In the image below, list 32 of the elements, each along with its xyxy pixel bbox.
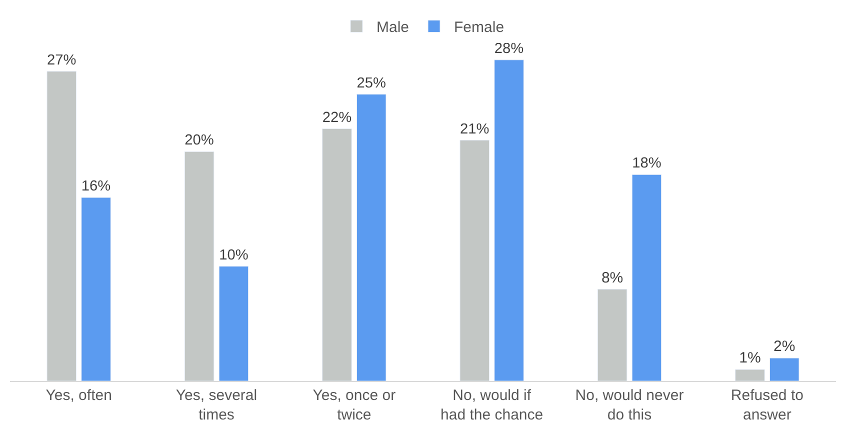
legend-label: Male xyxy=(376,19,410,36)
x-tick-label: No, would never do this xyxy=(575,387,684,424)
bar xyxy=(218,266,249,381)
data-label: 16% xyxy=(81,178,111,195)
data-label: 1% xyxy=(739,350,761,367)
bar xyxy=(322,128,352,381)
data-label: 22% xyxy=(322,110,352,126)
data-label: 21% xyxy=(460,121,490,138)
data-label: 10% xyxy=(219,247,248,264)
data-label: 20% xyxy=(184,132,214,149)
bar xyxy=(81,197,111,381)
bar xyxy=(356,94,386,381)
x-tick-label: Refused to answer xyxy=(730,387,804,424)
bar xyxy=(46,71,76,381)
bar xyxy=(460,140,490,381)
x-tick-label: No, would if had the chance xyxy=(440,387,544,424)
bar xyxy=(494,60,524,381)
x-tick-label: Yes, once or twice xyxy=(312,387,396,424)
data-label: 28% xyxy=(494,41,524,58)
data-label: 18% xyxy=(632,156,662,172)
data-label: 2% xyxy=(774,338,796,356)
legend-label: Female xyxy=(454,19,504,36)
data-label: 27% xyxy=(47,52,76,68)
bar xyxy=(632,174,662,381)
x-tick-label: Yes, several times xyxy=(176,387,258,424)
data-label: 25% xyxy=(356,75,386,92)
x-tick-label: Yes, often xyxy=(46,387,112,404)
bar xyxy=(184,151,214,381)
data-label: 8% xyxy=(601,269,624,286)
bar xyxy=(597,289,628,381)
bar xyxy=(770,358,800,381)
bar xyxy=(735,369,765,381)
